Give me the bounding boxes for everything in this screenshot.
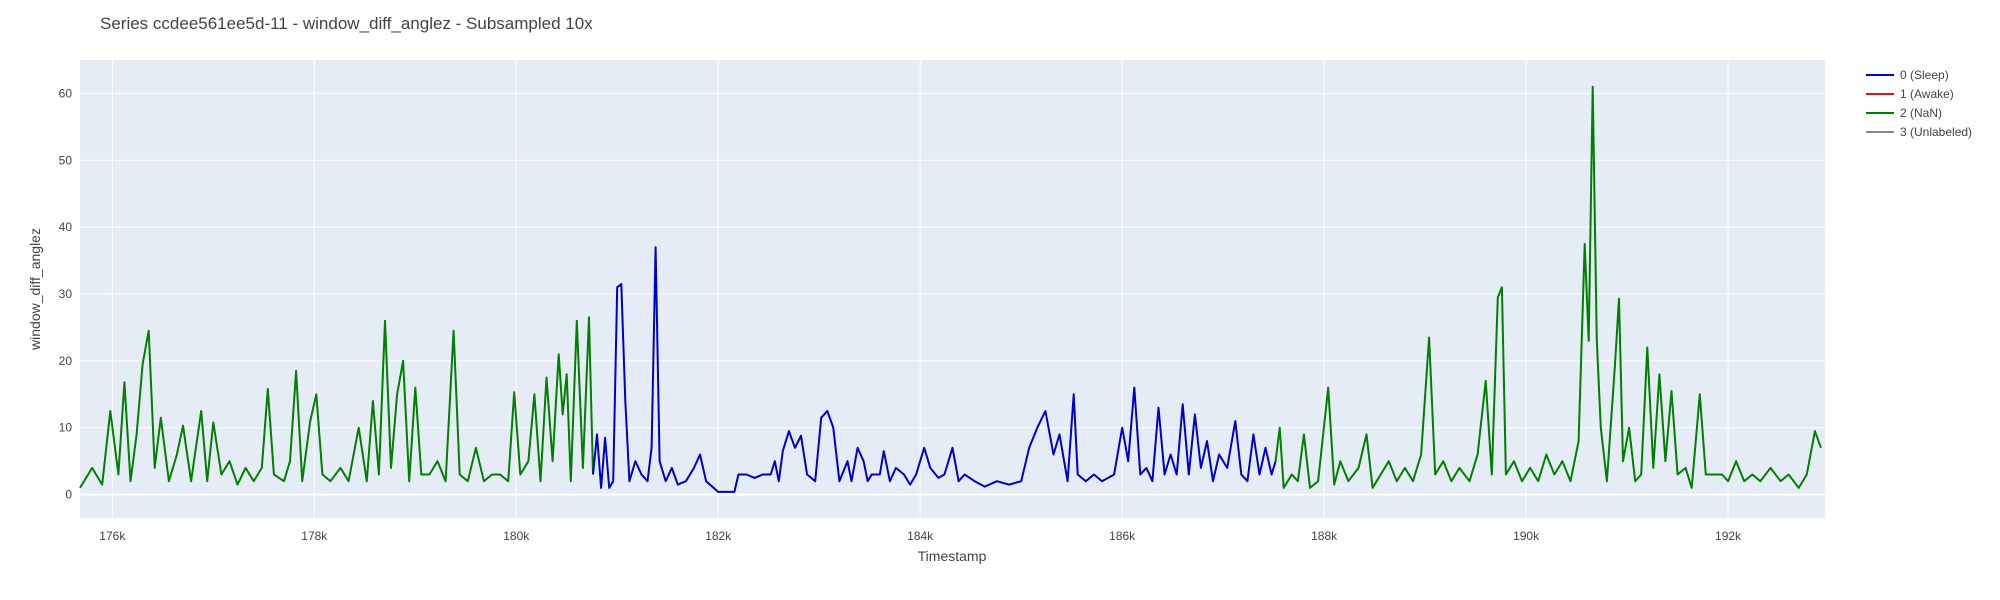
chart-title: Series ccdee561ee5d-11 - window_diff_ang… <box>100 14 593 33</box>
legend-label: 2 (NaN) <box>1900 106 1942 120</box>
x-tick-label: 186k <box>1109 529 1136 543</box>
x-axis-ticks: 176k 178k 180k 182k 184k 186k 188k 190k 192k <box>99 529 1742 543</box>
x-tick-label: 188k <box>1311 529 1338 543</box>
x-tick-label: 184k <box>907 529 934 543</box>
x-tick-label: 176k <box>99 529 126 543</box>
y-axis-title: window_diff_anglez <box>27 228 43 351</box>
y-tick-label: 60 <box>59 86 73 100</box>
grid <box>80 60 1825 518</box>
x-tick-label: 182k <box>705 529 732 543</box>
legend: 0 (Sleep) 1 (Awake) 2 (NaN) 3 (Unlabeled) <box>1866 68 1972 139</box>
y-tick-label: 20 <box>59 354 73 368</box>
x-tick-label: 180k <box>503 529 530 543</box>
series-line <box>592 246 1277 493</box>
x-tick-label: 178k <box>301 529 328 543</box>
legend-label: 0 (Sleep) <box>1900 68 1949 82</box>
x-axis-title: Timestamp <box>918 548 987 564</box>
y-tick-label: 10 <box>59 421 73 435</box>
legend-label: 1 (Awake) <box>1900 87 1954 101</box>
x-tick-label: 192k <box>1715 529 1742 543</box>
y-tick-label: 40 <box>59 220 73 234</box>
legend-label: 3 (Unlabeled) <box>1900 125 1972 139</box>
x-tick-label: 190k <box>1513 529 1540 543</box>
y-tick-label: 0 <box>65 488 72 502</box>
y-axis-ticks: 0 10 20 30 40 50 60 <box>59 86 73 501</box>
y-tick-label: 50 <box>59 153 73 167</box>
series-lines <box>79 85 1822 493</box>
series-line <box>1274 85 1822 489</box>
series-line <box>79 316 594 489</box>
plot-area <box>80 60 1825 518</box>
y-tick-label: 30 <box>59 287 73 301</box>
